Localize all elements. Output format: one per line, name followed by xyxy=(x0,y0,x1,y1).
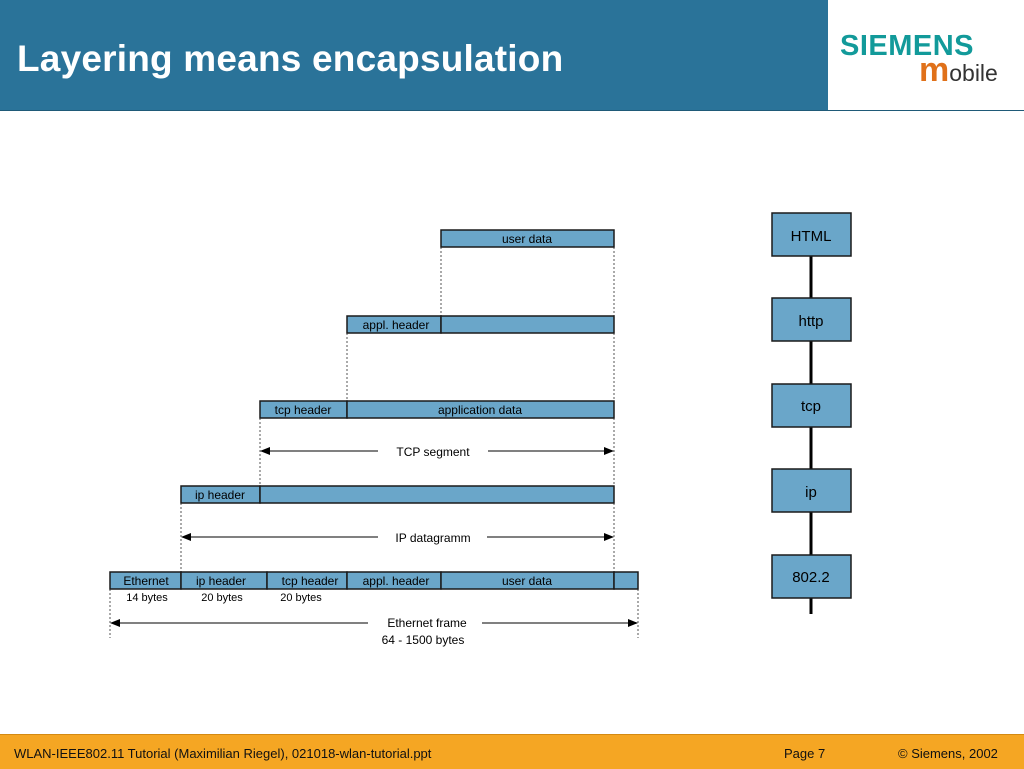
tcp-bytes-label: 20 bytes xyxy=(280,592,322,604)
stack-ip-box xyxy=(771,468,852,513)
protocol-stack xyxy=(771,212,852,599)
stack-html-label: HTML xyxy=(791,228,832,245)
eth-tcp-header-label: tcp header xyxy=(282,574,339,588)
stack-http-box xyxy=(771,297,852,342)
eth-frame-size-label: 64 - 1500 bytes xyxy=(382,633,465,647)
guide-lines xyxy=(109,247,639,638)
footer-title: WLAN-IEEE802.11 Tutorial (Maximilian Rie… xyxy=(14,746,432,761)
logo: SIEMENS mobile xyxy=(828,0,1024,111)
eth-ip-header-label: ip header xyxy=(196,574,246,588)
tcp-segment-label: TCP segment xyxy=(396,445,470,459)
stack-8022-box xyxy=(771,554,852,599)
tcp-header-label: tcp header xyxy=(275,403,332,417)
eth-appl-header-label: appl. header xyxy=(363,574,430,588)
ip-header-label: ip header xyxy=(195,488,245,502)
user-data-label: user data xyxy=(502,232,552,246)
footer-page: Page 7 xyxy=(784,746,826,761)
eth-bytes-label: 14 bytes xyxy=(126,592,168,604)
ip-datagramm-label: IP datagramm xyxy=(395,531,470,545)
application-data-label: application data xyxy=(438,403,522,417)
user-data-box xyxy=(440,229,615,248)
stack-8022-label: 802.2 xyxy=(792,569,830,586)
ip-bytes-label: 20 bytes xyxy=(201,592,243,604)
stack-ip-label: ip xyxy=(805,484,817,501)
eth-ethernet-label: Ethernet xyxy=(123,574,169,588)
footer-copyright: © Siemens, 2002 xyxy=(898,746,998,761)
title-bar: Layering means encapsulation xyxy=(0,0,828,111)
slide-title: Layering means encapsulation xyxy=(17,38,564,79)
logo-m: m xyxy=(919,51,950,89)
logo-brand: SIEMENS xyxy=(840,30,975,62)
appl-header-label: appl. header xyxy=(363,318,430,332)
stack-tcp-box xyxy=(771,383,852,428)
stack-html-box xyxy=(771,212,852,257)
eth-user-data-label: user data xyxy=(502,574,552,588)
appl-data-box xyxy=(440,315,615,334)
logo-mobile: mobile xyxy=(919,53,998,87)
stack-http-label: http xyxy=(798,313,823,330)
eth-trailer-box xyxy=(613,571,639,590)
application-data-box xyxy=(346,400,615,419)
stack-tcp-label: tcp xyxy=(801,398,821,415)
logo-mobile-text: obile xyxy=(949,60,998,86)
eth-frame-label: Ethernet frame xyxy=(387,616,467,630)
footer-bar: WLAN-IEEE802.11 Tutorial (Maximilian Rie… xyxy=(0,734,1024,769)
ip-payload-box xyxy=(259,485,615,504)
ethernet-frame-row xyxy=(109,571,639,590)
